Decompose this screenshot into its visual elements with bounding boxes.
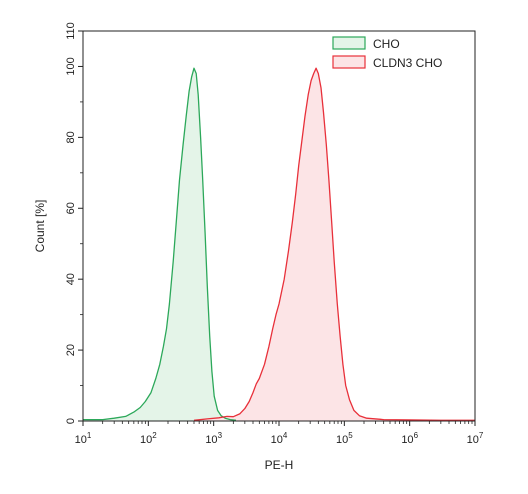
- x-tick-label: 102: [140, 431, 157, 446]
- axes: 101 102 103 104 105 106 107 0 20 40 60 80 100 110: [65, 22, 484, 446]
- y-tick-label: 100: [65, 57, 77, 75]
- x-tick-label: 106: [401, 431, 418, 446]
- x-tick-label: 101: [75, 431, 92, 446]
- legend-swatch-0: [332, 36, 366, 50]
- x-axis-title: PE-H: [265, 458, 294, 472]
- plot-area: [83, 67, 475, 421]
- y-tick-label: 60: [65, 202, 77, 214]
- y-tick-label: 0: [65, 418, 77, 424]
- legend-label-0: CHO: [373, 37, 400, 51]
- x-tick-label: 105: [336, 431, 353, 446]
- series-fill-1: [194, 68, 475, 421]
- y-tick-label: 20: [65, 344, 77, 356]
- y-axis-title: Count [%]: [33, 200, 47, 253]
- x-tick-label: 104: [271, 431, 288, 446]
- series-line-1: [193, 67, 475, 421]
- x-tick-label: 103: [205, 431, 222, 446]
- y-tick-label: 80: [65, 131, 77, 143]
- legend-label-1: CLDN3 CHO: [373, 56, 442, 70]
- series-line-0: [83, 67, 237, 421]
- legend-swatch-1: [332, 55, 366, 69]
- y-tick-label: 110: [65, 22, 77, 40]
- series-fill-0: [83, 68, 236, 421]
- x-tick-label: 107: [467, 431, 484, 446]
- legend: CHO CLDN3 CHO: [332, 36, 442, 70]
- y-tick-label: 40: [65, 273, 77, 285]
